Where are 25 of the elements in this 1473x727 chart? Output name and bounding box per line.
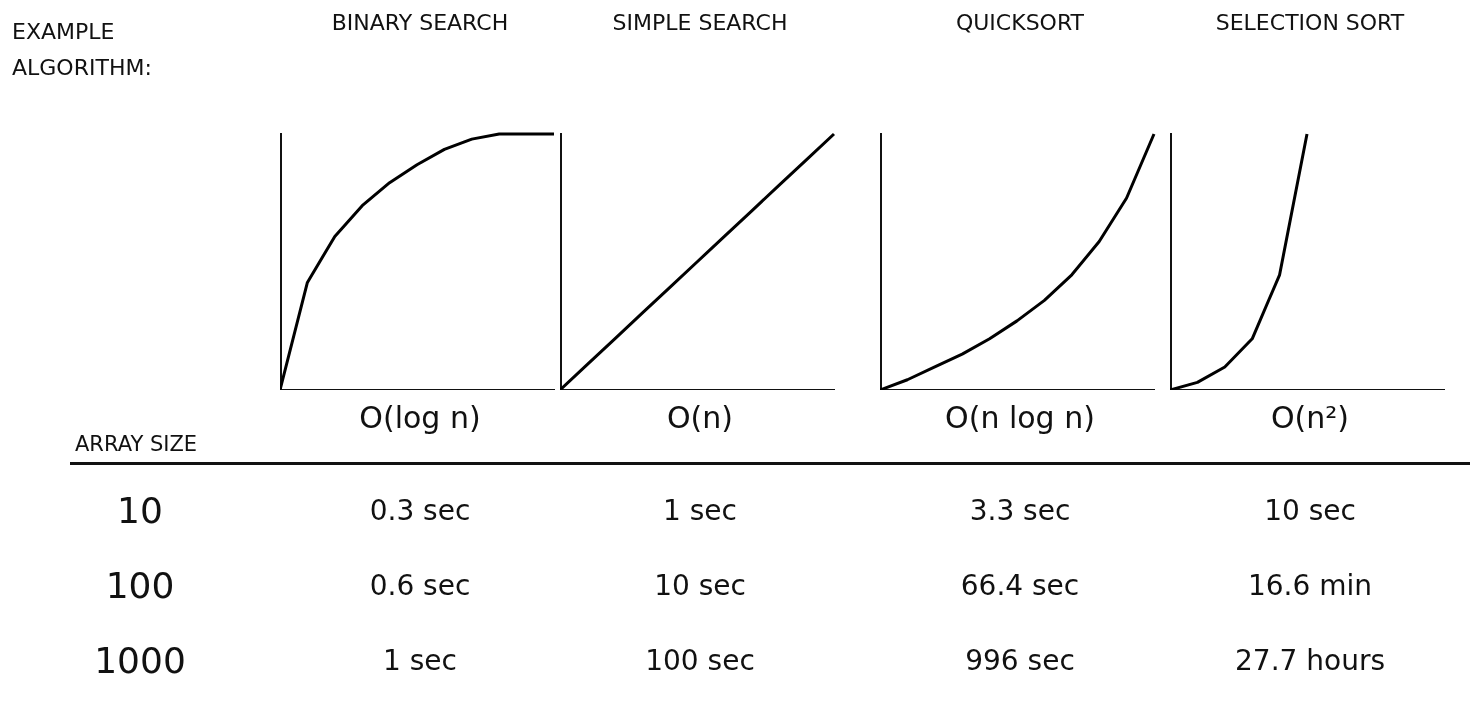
text: 66.4 sec [960,569,1080,602]
text: 1 sec [663,494,737,527]
x-axis-title: O(n log n) [944,400,1096,435]
x-axis-title: O(log n) [358,400,482,435]
text: 100 sec [645,644,755,677]
text: 10 sec [1264,494,1356,527]
text: ARRAY SIZE [75,432,198,456]
x-axis-title: O(n) [665,400,734,435]
text: 3.3 sec [969,494,1071,527]
chart-title: SIMPLE SEARCH [611,10,789,35]
chart-title: QUICKSORT [954,10,1086,35]
text: 27.7 hours [1235,644,1385,677]
text: 16.6 min [1247,569,1373,602]
text: 0.6 sec [369,569,471,602]
category-label: 100 [105,565,175,606]
text: 1 sec [383,644,457,677]
text: EXAMPLE ALGORITHM: [12,18,153,82]
chart-title: SELECTION SORT [1214,10,1406,35]
chart-title: BINARY SEARCH [330,10,510,35]
x-axis-title: O(n²) [1269,400,1351,435]
category-label: 1000 [94,640,186,681]
text: 0.3 sec [369,494,471,527]
text: 996 sec [965,644,1075,677]
category-label: 10 [117,490,163,531]
text: 10 sec [654,569,746,602]
